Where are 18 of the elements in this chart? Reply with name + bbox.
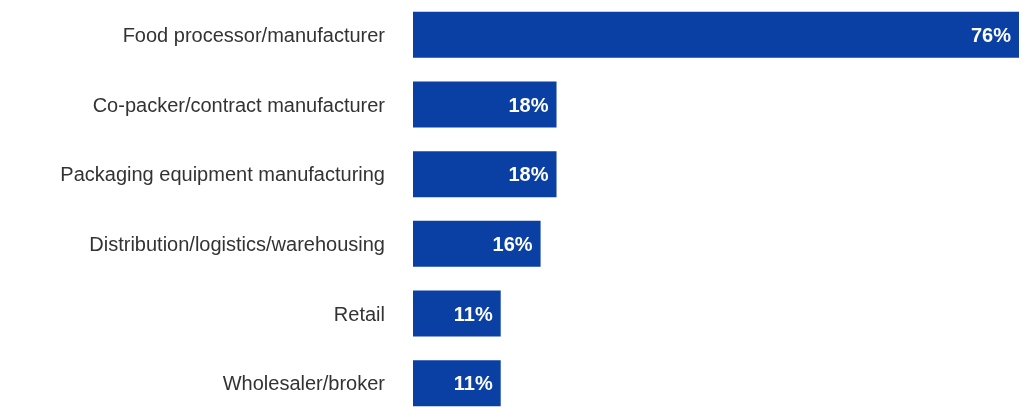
data-label: 18% — [508, 93, 549, 116]
bar — [413, 11, 1019, 58]
y-tick-label: Packaging equipment manufacturing — [60, 163, 385, 186]
bar — [413, 220, 541, 267]
bar — [413, 360, 501, 407]
bar — [413, 290, 501, 337]
y-tick-label: Distribution/logistics/warehousing — [89, 232, 385, 255]
data-label: 16% — [492, 232, 533, 255]
data-label: 18% — [508, 163, 549, 186]
bar — [413, 151, 557, 198]
y-tick-label: Co-packer/contract manufacturer — [92, 93, 386, 116]
data-label: 11% — [453, 302, 493, 325]
y-tick-label: Food processor/manufacturer — [122, 23, 386, 46]
data-label: 76% — [970, 23, 1012, 46]
data-label: 11% — [453, 372, 493, 395]
y-tick-label: Retail — [333, 302, 385, 325]
y-tick-label: Wholesaler/broker — [222, 372, 386, 395]
bar — [413, 81, 557, 128]
